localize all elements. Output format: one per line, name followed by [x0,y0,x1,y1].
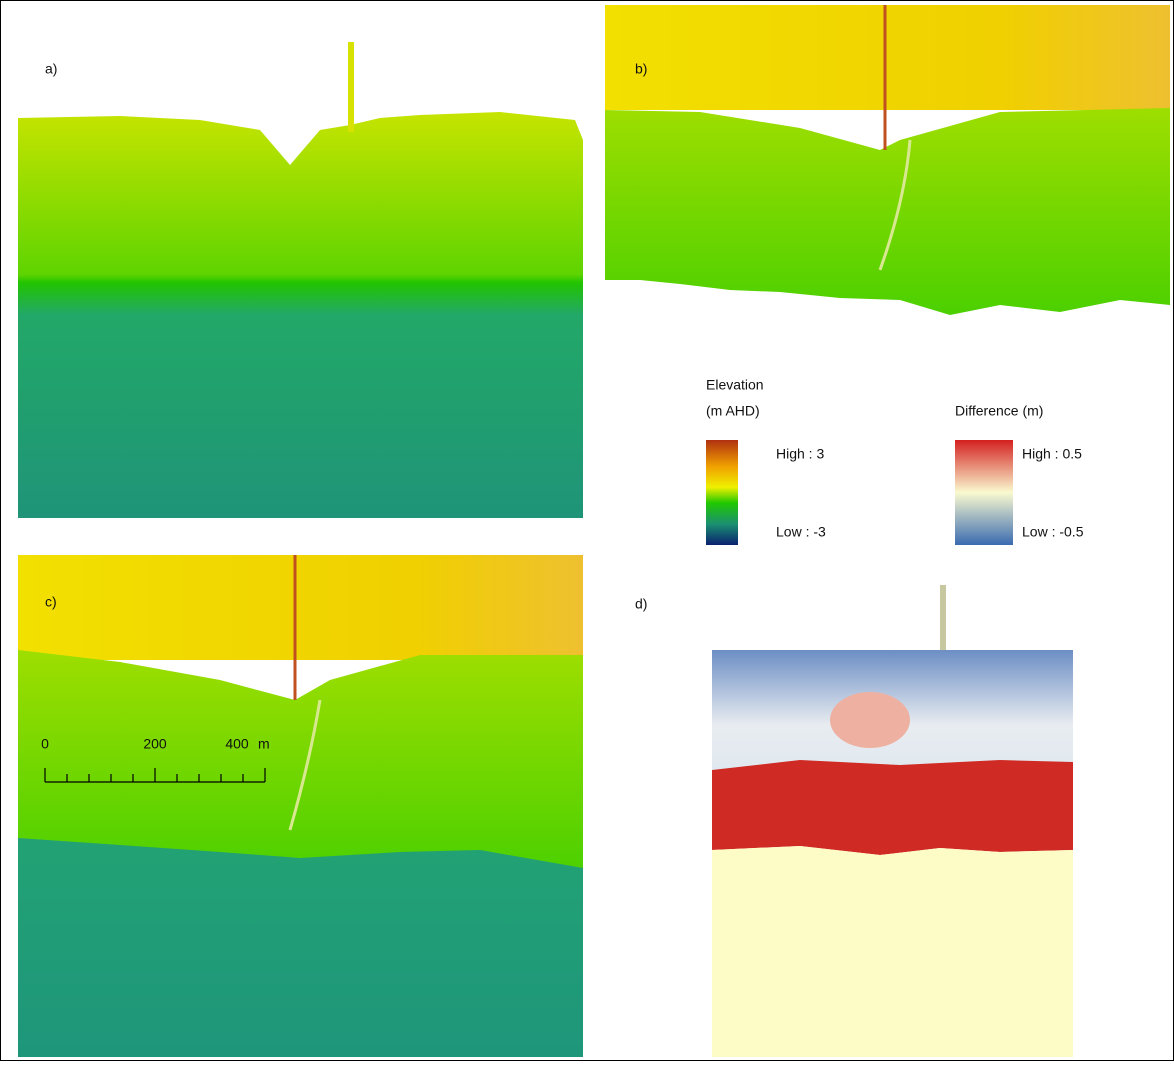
panel-d-red [712,760,1073,855]
panel-a-map [18,112,583,518]
scale-label: 200 [143,736,167,752]
figure: a) b) c) d) Elevation (m AHD) High : 3 L… [0,0,1174,1061]
panel-c-sea [18,838,583,1057]
pier-diff [940,585,946,655]
panel-d-base [712,846,1073,1057]
legend-low: Low : -0.5 [1022,524,1084,540]
legend-unit: (m AHD) [706,403,760,419]
legend-title: Difference (m) [955,403,1043,419]
scale-label: 400 [225,736,249,752]
legend-title: Elevation [706,377,764,393]
scale-label: 0 [41,736,49,752]
color-ramp [955,440,1013,545]
legend-high: High : 3 [776,446,824,462]
color-ramp [706,440,738,545]
panel-b-land [605,5,1170,110]
patch [830,692,910,748]
pier [348,42,354,132]
panel-label: d) [635,596,647,612]
panel-label: a) [45,61,57,77]
legend-low: Low : -3 [776,524,826,540]
page: a) b) c) d) Elevation (m AHD) High : 3 L… [0,0,1174,1066]
legend-high: High : 0.5 [1022,446,1082,462]
panel-c-land [18,555,583,660]
panel-label: b) [635,61,647,77]
scale-unit: m [258,736,270,752]
panel-label: c) [45,594,57,610]
